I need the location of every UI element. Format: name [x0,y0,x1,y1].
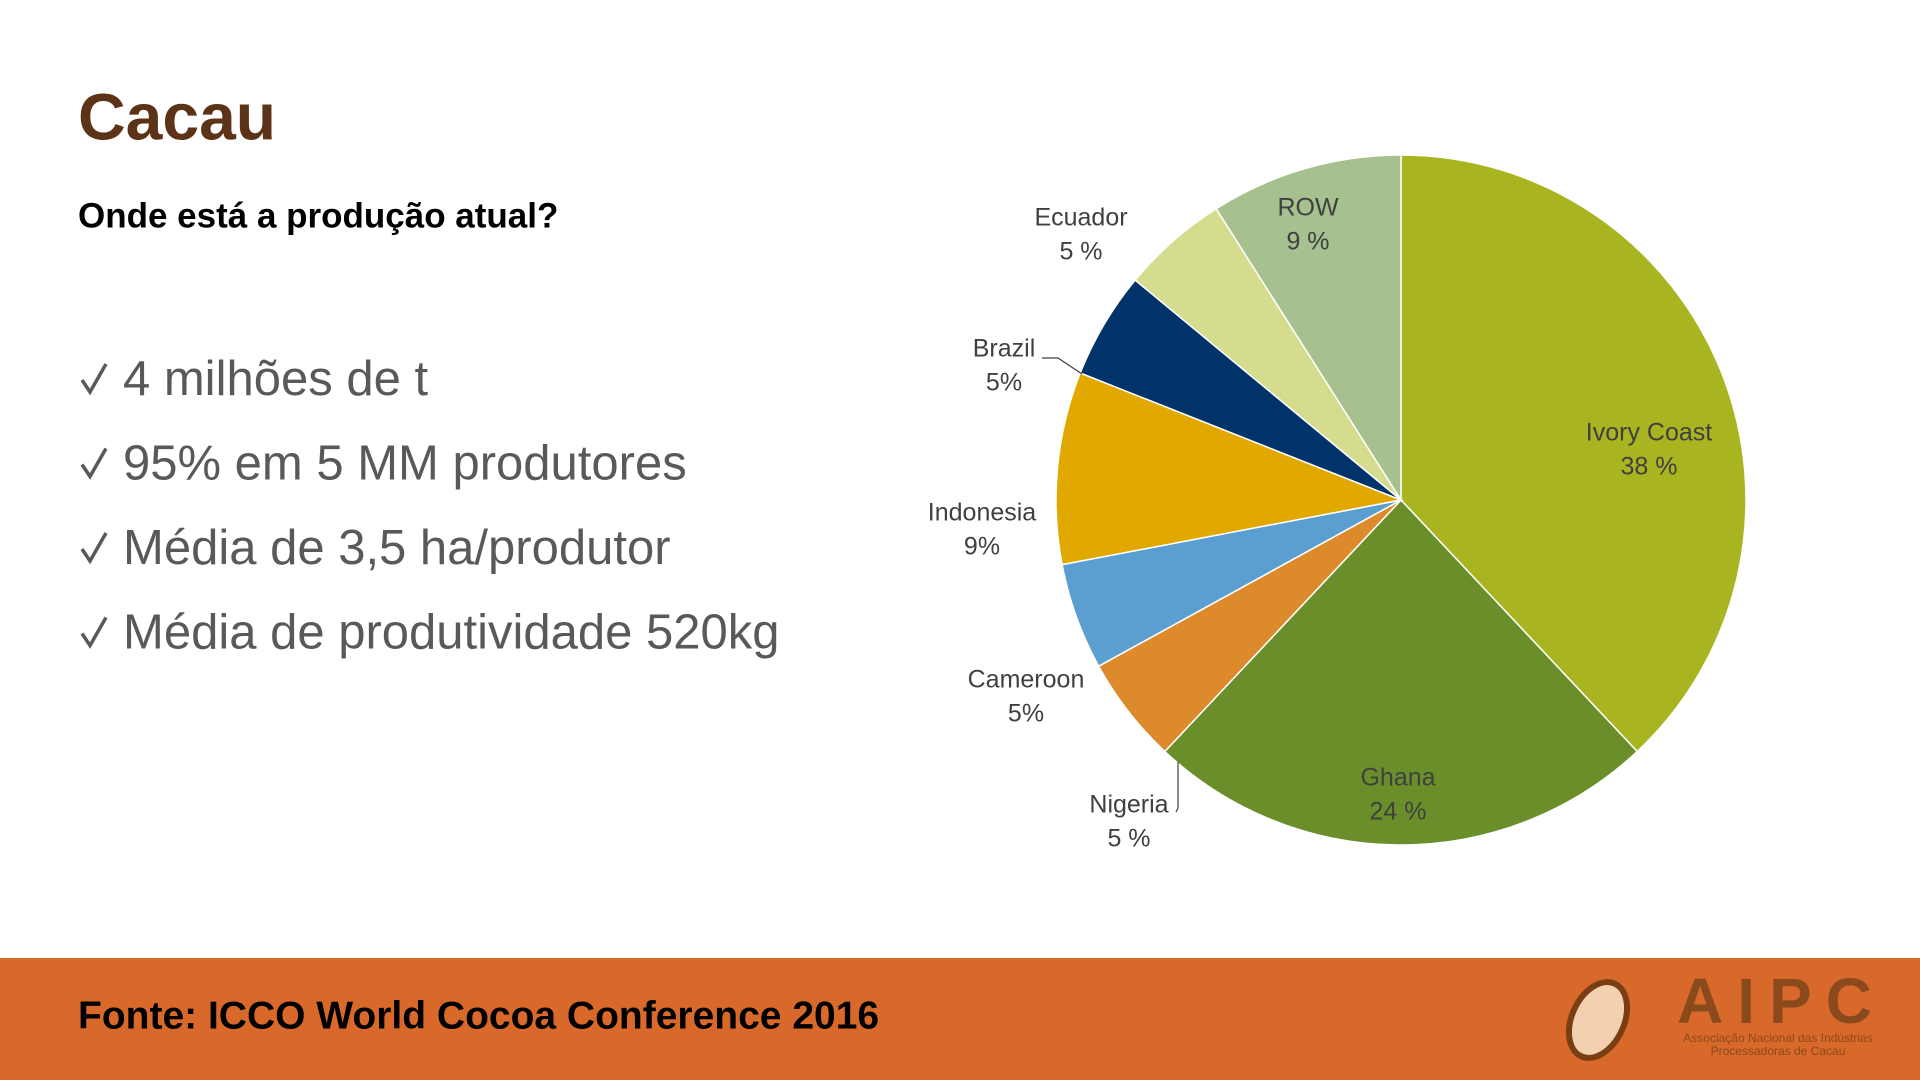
bullet-text: Média de produtividade 520kg [123,605,780,659]
logo-name: AIPC [1677,965,1886,1037]
slide-title: Cacau [78,79,276,153]
bullet-text: Média de 3,5 ha/produtor [123,521,671,575]
check-icon [80,616,108,649]
slice-value-label: 38 % [1621,453,1678,481]
leader-line [1042,357,1083,375]
slice-label: ROW [1277,194,1339,222]
slice-label: Ghana [1360,764,1435,792]
slice-label: Nigeria [1089,791,1168,819]
pie-slice [1055,372,1404,566]
logo-text: Associação Nacional das Indústrias [1683,1031,1872,1045]
logo-icon [1565,979,1631,1061]
check-icon [80,532,108,565]
slice-value-label: 24 % [1370,798,1427,826]
pie-slice [1400,154,1747,753]
check-icon [80,363,108,396]
bullet-text: 4 milhões de t [123,352,428,406]
slice-value-label: 5 % [1107,825,1150,853]
slide-subtitle: Onde está a produção atual? [78,196,558,235]
check-icon [80,447,108,480]
slice-value-label: 9 % [1286,228,1329,256]
slice-value-label: 5% [1008,700,1044,728]
slice-value-label: 5% [986,369,1022,397]
bullet-list: 4 milhões de t 95% em 5 MM produtores Médi… [80,352,780,659]
logo-text: Processadoras de Cacau [1711,1044,1846,1058]
slice-label: Brazil [973,335,1036,363]
slice-label: Cameroon [968,666,1085,694]
slice-value-label: 9% [964,533,1000,561]
pie-slice [1163,498,1639,846]
bullet-text: 95% em 5 MM produtores [123,436,687,490]
pie-chart: Ivory Coast 38 % Ghana 24 % Nigeria 5 % Camero… [928,154,1747,853]
footer-source: Fonte: ICCO World Cocoa Conference 2016 [78,994,879,1037]
leader-line [1175,762,1179,813]
slice-value-label: 5 % [1059,238,1102,266]
logo: AIPC Associação Nacional das Indústrias … [1565,965,1886,1061]
pie-slice [1215,154,1402,503]
slice-label: Ecuador [1034,204,1127,232]
slice-label: Ivory Coast [1586,419,1712,447]
slice-label: Indonesia [928,499,1037,527]
